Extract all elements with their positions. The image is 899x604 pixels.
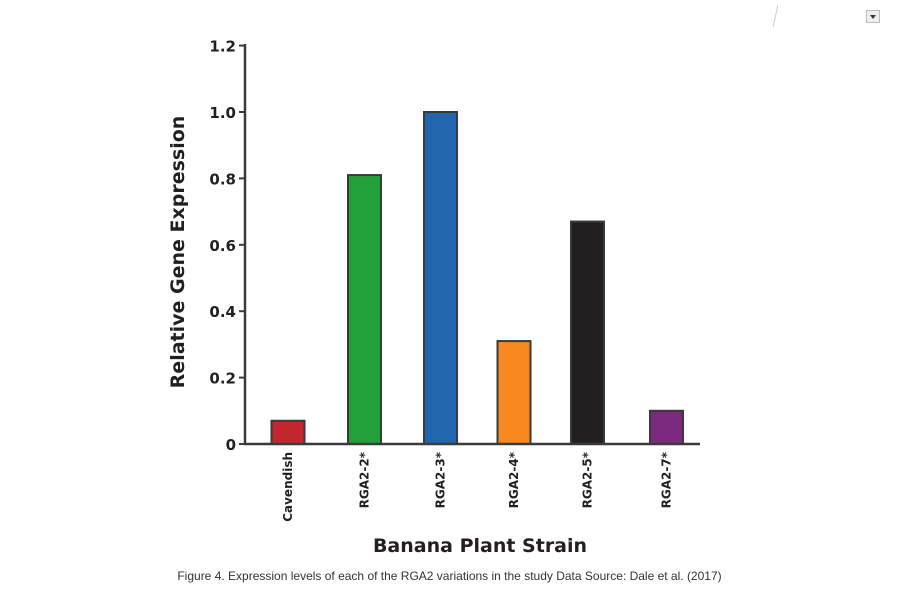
y-tick-label: 0.2	[209, 370, 236, 388]
x-tick-label: RGA2-2*	[358, 451, 372, 508]
y-tick-label: 0.8	[209, 170, 236, 188]
figure-caption: Figure 4. Expression levels of each of t…	[177, 569, 722, 583]
x-tick-label: RGA2-5*	[581, 451, 595, 508]
bar-rga2-2	[347, 174, 382, 446]
y-tick-label: 0	[226, 436, 236, 454]
dropdown-toggle-button[interactable]	[866, 10, 880, 23]
bar-rga2-7	[649, 409, 684, 445]
y-axis-label: Relative Gene Expression	[167, 116, 189, 389]
x-tick-label: RGA2-7*	[660, 451, 674, 508]
x-tick-label: RGA2-4*	[507, 451, 521, 508]
bar-rga2-3	[423, 111, 458, 445]
y-tick-label: 0.4	[209, 303, 236, 321]
bar-rga2-5	[570, 220, 605, 445]
x-tick-label: Cavendish	[281, 452, 295, 522]
y-tick-label: 1.2	[209, 38, 236, 56]
y-tick-label: 1.0	[209, 104, 236, 122]
x-axis-label: Banana Plant Strain	[373, 535, 587, 557]
y-tick-label: 0.6	[209, 237, 236, 255]
x-tick-label: RGA2-3*	[434, 451, 448, 508]
bar-cavendish	[270, 419, 306, 446]
bar-rga2-4	[496, 340, 532, 445]
